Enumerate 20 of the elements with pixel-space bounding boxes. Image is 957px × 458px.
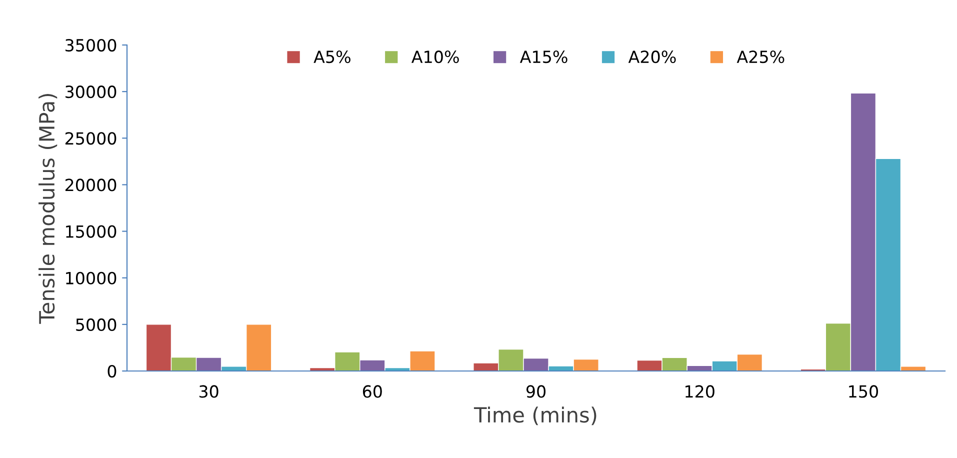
x-tick-label: 120 <box>686 385 714 398</box>
legend-label: A15% <box>520 50 568 64</box>
x-tick-label: 30 <box>199 385 218 398</box>
legend-label: A10% <box>411 50 459 64</box>
y-tick-label: 30000 <box>66 86 116 98</box>
y-tick-label: 5000 <box>76 318 116 331</box>
x-tick-label: 150 <box>849 385 878 398</box>
x-axis-title: Time (mins) <box>474 406 596 426</box>
y-tick-label: 0 <box>108 364 116 378</box>
y-tick-label: 20000 <box>65 178 116 192</box>
x-tick-label: 60 <box>362 385 382 398</box>
legend-label: A20% <box>628 50 676 64</box>
y-tick-label: 35000 <box>66 38 116 52</box>
legend-label: A5% <box>314 50 350 64</box>
legend-label: A25% <box>736 50 784 64</box>
y-tick-label: 10000 <box>66 272 116 284</box>
x-tick-label: 90 <box>526 385 546 398</box>
y-tick-label: 15000 <box>66 225 116 238</box>
y-axis-title: Tensile modulus (MPa) <box>38 94 58 324</box>
y-tick-label: 25000 <box>65 132 116 145</box>
